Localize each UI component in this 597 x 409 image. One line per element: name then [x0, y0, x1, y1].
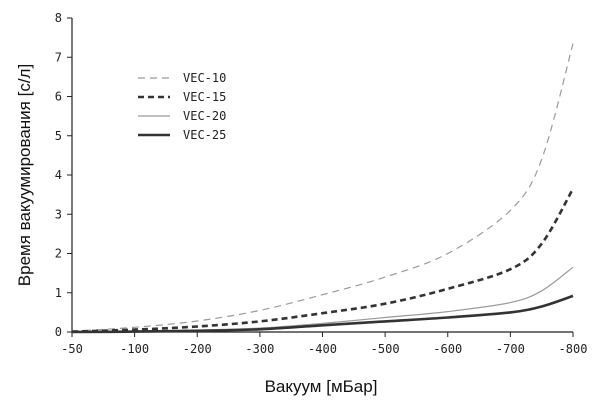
y-tick-label: 2 [55, 247, 62, 261]
x-tick-label: -300 [245, 342, 274, 356]
x-tick-label: -400 [308, 342, 337, 356]
series-line-vec-25 [71, 294, 574, 334]
y-tick-label: 1 [55, 286, 62, 300]
x-axis-ticks: -50 -100 -200 -300 -400 -500 -600 -700 -800 [61, 332, 587, 356]
legend-label-vec-25: VEC-25 [183, 128, 226, 142]
y-tick-label: 5 [55, 129, 62, 143]
series-lines [71, 43, 575, 334]
series-line-vec-10 [71, 43, 574, 332]
y-tick-label: 4 [55, 168, 62, 182]
legend-label-vec-10: VEC-10 [183, 71, 226, 85]
y-tick-label: 6 [55, 90, 62, 104]
legend-label-vec-20: VEC-20 [183, 109, 226, 123]
x-tick-label: -50 [61, 342, 83, 356]
x-tick-label: -600 [433, 342, 462, 356]
axes [71, 18, 573, 333]
y-tick-label: 7 [55, 50, 62, 64]
x-tick-label: -700 [496, 342, 525, 356]
y-tick-label: 8 [55, 11, 62, 25]
y-axis-title: Время вакуумирования [с/л] [15, 64, 34, 286]
legend: VEC-10 VEC-15 VEC-20 VEC-25 [138, 71, 226, 142]
x-axis-title: Вакуум [мБар] [265, 377, 378, 396]
x-tick-label: -200 [183, 342, 212, 356]
series-line-vec-15 [71, 188, 575, 333]
x-tick-label: -500 [371, 342, 400, 356]
y-tick-label: 0 [55, 325, 62, 339]
legend-label-vec-15: VEC-15 [183, 90, 226, 104]
y-axis-ticks: 0 1 2 3 4 5 6 7 8 [55, 11, 72, 339]
x-tick-label: -100 [120, 342, 149, 356]
y-tick-label: 3 [55, 207, 62, 221]
series-line-vec-20 [71, 266, 574, 333]
x-tick-label: -800 [559, 342, 588, 356]
